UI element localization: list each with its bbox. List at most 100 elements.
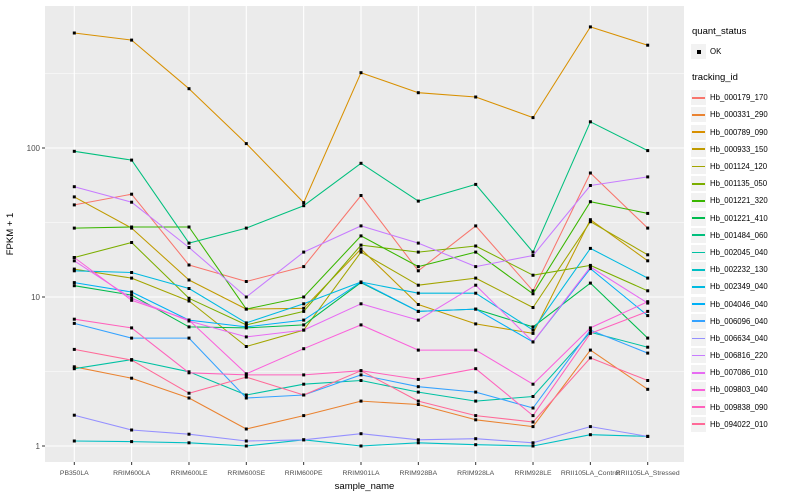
data-point xyxy=(416,309,420,313)
legend-item-Hb_001221_320: Hb_001221_320 xyxy=(691,192,799,209)
data-point xyxy=(187,241,191,245)
data-point xyxy=(244,439,248,443)
data-point xyxy=(531,425,535,429)
data-point xyxy=(531,116,535,120)
data-point xyxy=(244,373,248,377)
legend-key-line-icon xyxy=(691,348,706,364)
data-point xyxy=(359,71,363,75)
data-point xyxy=(359,161,363,165)
data-point xyxy=(302,382,306,386)
data-point xyxy=(359,432,363,436)
data-point xyxy=(72,284,76,288)
data-point xyxy=(244,321,248,325)
data-point xyxy=(531,325,535,329)
data-point xyxy=(359,373,363,377)
data-point xyxy=(416,377,420,381)
legend-item-label: Hb_000179_170 xyxy=(710,93,768,103)
data-point xyxy=(72,317,76,321)
legend-item-label: Hb_000331_290 xyxy=(710,110,768,120)
data-point xyxy=(416,318,420,322)
data-point xyxy=(646,309,650,313)
data-point xyxy=(187,432,191,436)
data-point xyxy=(646,226,650,230)
data-point xyxy=(302,438,306,442)
data-point xyxy=(474,367,478,371)
x-tick-label: PB350LA xyxy=(60,470,89,477)
data-point xyxy=(416,303,420,306)
data-point xyxy=(244,325,248,329)
data-point xyxy=(588,265,592,269)
data-point xyxy=(302,265,306,269)
data-point xyxy=(244,345,248,348)
y-axis-title: FPKM + 1 xyxy=(5,213,16,256)
data-point xyxy=(646,253,650,257)
data-point xyxy=(72,256,76,259)
data-point xyxy=(474,322,478,326)
data-point xyxy=(72,439,76,443)
data-point xyxy=(588,328,592,332)
data-point xyxy=(187,225,191,229)
data-point xyxy=(588,200,592,204)
data-point xyxy=(588,263,592,267)
data-point xyxy=(302,323,306,327)
data-point xyxy=(187,391,191,395)
data-point xyxy=(416,265,420,269)
data-point xyxy=(72,321,76,325)
legend-item-quant-ok: OK xyxy=(691,43,799,60)
legend-item-label: Hb_007086_010 xyxy=(710,368,768,378)
data-point xyxy=(474,418,478,422)
data-point xyxy=(531,292,535,296)
data-point xyxy=(588,425,592,429)
legend-item-Hb_000179_170: Hb_000179_170 xyxy=(691,89,799,106)
data-point xyxy=(359,280,363,284)
legend-item-label: Hb_000933_150 xyxy=(710,144,768,154)
data-point xyxy=(474,182,478,186)
data-point xyxy=(474,95,478,99)
data-point xyxy=(646,149,650,153)
legend-item-Hb_009838_090: Hb_009838_090 xyxy=(691,399,799,416)
legend-item-label: OK xyxy=(710,47,722,57)
plot-panel xyxy=(45,6,684,462)
legend-key-line-icon xyxy=(691,296,706,312)
data-point xyxy=(302,204,306,208)
data-point xyxy=(187,299,191,303)
data-point xyxy=(244,375,248,379)
data-point xyxy=(244,444,248,448)
legend-item-Hb_001124_120: Hb_001124_120 xyxy=(691,158,799,175)
data-point xyxy=(474,224,478,228)
data-point xyxy=(416,348,420,352)
data-point xyxy=(359,224,363,228)
legend-item-Hb_002045_040: Hb_002045_040 xyxy=(691,244,799,261)
data-point xyxy=(474,307,478,311)
data-point xyxy=(244,307,248,311)
data-point xyxy=(416,438,420,442)
data-point xyxy=(416,385,420,389)
data-point xyxy=(531,406,535,410)
data-point xyxy=(646,387,650,391)
legend-item-Hb_006096_040: Hb_006096_040 xyxy=(691,313,799,330)
data-point xyxy=(302,393,306,397)
data-point xyxy=(474,443,478,447)
y-tick-label: 100 xyxy=(27,144,41,153)
data-point xyxy=(244,427,248,431)
legend-key-line-icon xyxy=(691,90,706,106)
legend-item-Hb_094022_010: Hb_094022_010 xyxy=(691,416,799,433)
data-point xyxy=(72,195,76,199)
data-point xyxy=(416,399,420,403)
legend-key-line-icon xyxy=(691,210,706,226)
data-point xyxy=(416,403,420,406)
data-point xyxy=(130,336,134,340)
data-point xyxy=(531,273,535,277)
data-point xyxy=(474,399,478,403)
data-point xyxy=(130,358,134,362)
data-point xyxy=(302,295,306,299)
data-point xyxy=(416,390,420,394)
data-point xyxy=(416,291,420,295)
legend-item-label: Hb_001221_410 xyxy=(710,213,768,223)
legend-tracking-id-items: Hb_000179_170 Hb_000331_290 Hb_000789_090 H… xyxy=(691,89,799,433)
data-point xyxy=(72,149,76,153)
legend-item-label: Hb_001124_120 xyxy=(710,162,768,172)
data-point xyxy=(72,31,76,35)
data-point xyxy=(531,444,535,448)
data-point xyxy=(130,376,134,380)
